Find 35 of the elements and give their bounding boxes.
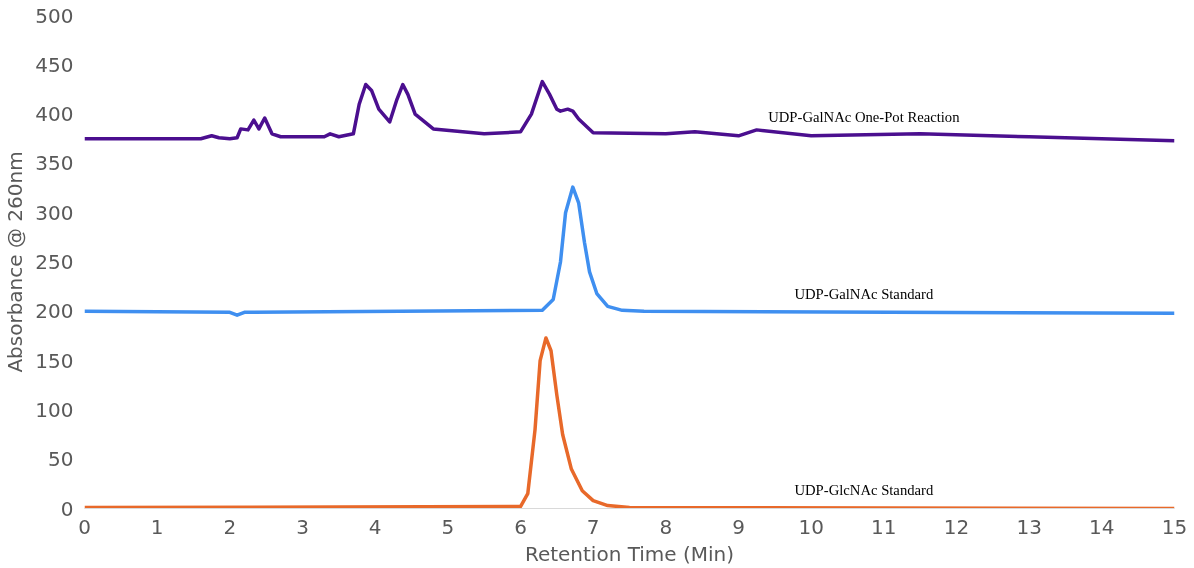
y-tick-label: 200 <box>35 299 74 324</box>
y-tick-label: 400 <box>35 102 74 127</box>
y-tick-label: 250 <box>35 250 74 274</box>
y-tick-label: 500 <box>35 3 74 28</box>
line-series <box>84 336 1175 509</box>
y-tick-label: 300 <box>35 200 74 225</box>
x-tick-label: 12 <box>943 514 970 539</box>
line-series <box>84 185 1175 317</box>
x-axis-title: Retention Time (Min) <box>524 541 735 566</box>
y-tick-label: 0 <box>60 496 74 521</box>
x-tick-label: 5 <box>441 514 455 539</box>
x-tick-label: 3 <box>296 514 309 539</box>
y-tick-label: 150 <box>35 348 74 373</box>
x-tick-label: 7 <box>586 514 600 539</box>
y-tick-label: 100 <box>35 397 74 422</box>
x-tick-label: 2 <box>223 514 237 539</box>
x-tick-label: 0 <box>78 514 91 539</box>
line-series <box>84 79 1175 143</box>
x-tick-label: 1 <box>150 514 164 539</box>
series-label: UDP-GalNAc Standard <box>794 286 934 303</box>
series-label: UDP-GalNAc One-Pot Reaction <box>768 108 961 125</box>
x-tick-label: 15 <box>1161 514 1188 539</box>
x-tick-label: 10 <box>798 514 824 539</box>
x-tick-label: 13 <box>1016 514 1042 539</box>
x-tick-label: 4 <box>368 514 382 539</box>
series-label: UDP-GlcNAc Standard <box>794 481 934 498</box>
x-tick-label: 9 <box>732 514 745 539</box>
x-tick-label: 11 <box>871 514 897 539</box>
x-tick-label: 6 <box>514 514 527 539</box>
x-tick-label: 14 <box>1089 514 1115 539</box>
y-tick-label: 50 <box>48 447 74 472</box>
y-axis-title: Absorbance @ 260nm <box>3 151 28 373</box>
y-tick-label: 450 <box>35 52 74 77</box>
x-tick-label: 8 <box>659 514 673 539</box>
y-tick-label: 350 <box>35 151 74 176</box>
